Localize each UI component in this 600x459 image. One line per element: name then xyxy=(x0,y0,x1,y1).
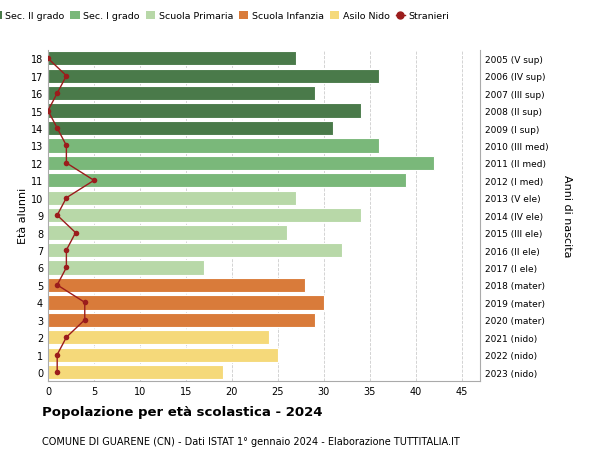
Bar xyxy=(48,52,296,66)
Point xyxy=(62,195,71,202)
Bar xyxy=(48,278,305,292)
Point xyxy=(43,56,53,63)
Bar xyxy=(48,157,434,171)
Point xyxy=(43,108,53,115)
Text: COMUNE DI GUARENE (CN) - Dati ISTAT 1° gennaio 2024 - Elaborazione TUTTITALIA.IT: COMUNE DI GUARENE (CN) - Dati ISTAT 1° g… xyxy=(42,437,460,446)
Point xyxy=(52,90,62,98)
Bar xyxy=(48,87,314,101)
Point xyxy=(62,247,71,254)
Point xyxy=(62,334,71,341)
Text: Popolazione per età scolastica - 2024: Popolazione per età scolastica - 2024 xyxy=(42,405,323,419)
Point xyxy=(62,142,71,150)
Point xyxy=(62,264,71,272)
Point xyxy=(71,230,80,237)
Point xyxy=(80,316,89,324)
Bar xyxy=(48,191,296,206)
Point xyxy=(52,369,62,376)
Bar xyxy=(48,296,324,310)
Bar xyxy=(48,122,333,136)
Y-axis label: Anni di nascita: Anni di nascita xyxy=(562,174,572,257)
Bar xyxy=(48,104,361,118)
Bar xyxy=(48,348,278,362)
Legend: Sec. II grado, Sec. I grado, Scuola Primaria, Scuola Infanzia, Asilo Nido, Stran: Sec. II grado, Sec. I grado, Scuola Prim… xyxy=(0,12,449,22)
Point xyxy=(52,125,62,133)
Point xyxy=(52,351,62,358)
Bar xyxy=(48,69,379,84)
Bar xyxy=(48,313,314,327)
Y-axis label: Età alunni: Età alunni xyxy=(18,188,28,244)
Bar xyxy=(48,226,287,240)
Bar xyxy=(48,365,223,380)
Bar xyxy=(48,243,342,257)
Bar xyxy=(48,174,406,188)
Point xyxy=(52,212,62,219)
Point xyxy=(62,160,71,167)
Bar xyxy=(48,208,361,223)
Bar xyxy=(48,330,269,345)
Point xyxy=(52,282,62,289)
Point xyxy=(80,299,89,306)
Bar xyxy=(48,261,204,275)
Bar xyxy=(48,139,379,153)
Point xyxy=(62,73,71,80)
Point xyxy=(89,177,99,185)
